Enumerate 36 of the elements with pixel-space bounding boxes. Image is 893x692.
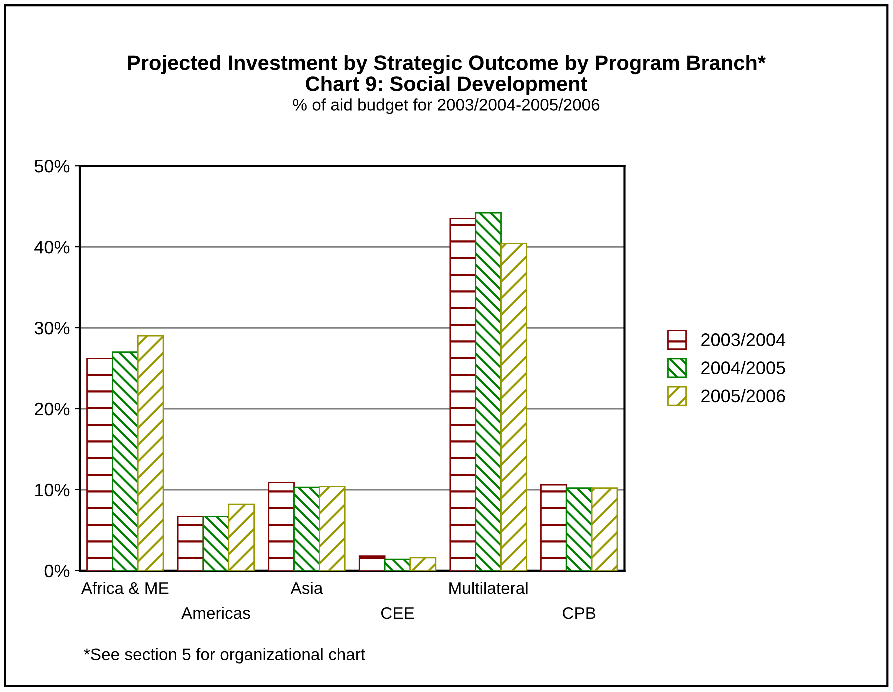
legend-label: 2003/2004 <box>702 333 786 346</box>
y-tick-label: 50% <box>34 160 70 173</box>
bar <box>410 557 437 571</box>
bar <box>566 488 593 571</box>
x-tick-label: CEE <box>381 607 414 620</box>
y-tick-label: 30% <box>34 322 70 335</box>
y-tick-label: 10% <box>36 484 70 497</box>
y-tick-label: 20% <box>35 402 70 416</box>
bar <box>177 516 204 571</box>
x-tick-label: Africa & ME <box>81 582 169 594</box>
chart-title: Projected Investment by Strategic Outcome by Program Branch* Chart 9: Social Development <box>128 55 766 96</box>
text: *See section 5 for organizational chart <box>84 648 366 664</box>
bar <box>137 335 164 571</box>
bar <box>475 212 502 571</box>
bar <box>358 556 386 571</box>
bar <box>202 516 230 571</box>
bar <box>450 218 477 571</box>
bar <box>540 484 568 571</box>
bar <box>591 488 618 571</box>
bar <box>384 558 412 571</box>
x-tick-label: CPB <box>563 607 596 620</box>
bar <box>294 486 320 571</box>
bar <box>500 243 528 571</box>
x-tick-label: Multilateral <box>450 582 528 594</box>
chart-subtitle: % of aid budget for 2003/2004-2005/2006 <box>293 98 600 114</box>
bar <box>268 482 295 571</box>
bar <box>228 504 256 571</box>
legend-label: 2005/2006 <box>702 389 786 403</box>
legend-label: 2004/2005 <box>702 361 786 374</box>
bar <box>112 352 139 571</box>
bar <box>86 358 114 571</box>
bar <box>319 486 346 571</box>
x-tick-label: Asia <box>290 582 324 594</box>
x-tick-label: Americas <box>182 607 250 620</box>
y-tick-label: 40% <box>34 240 70 254</box>
y-tick-label: 0% <box>44 564 70 578</box>
